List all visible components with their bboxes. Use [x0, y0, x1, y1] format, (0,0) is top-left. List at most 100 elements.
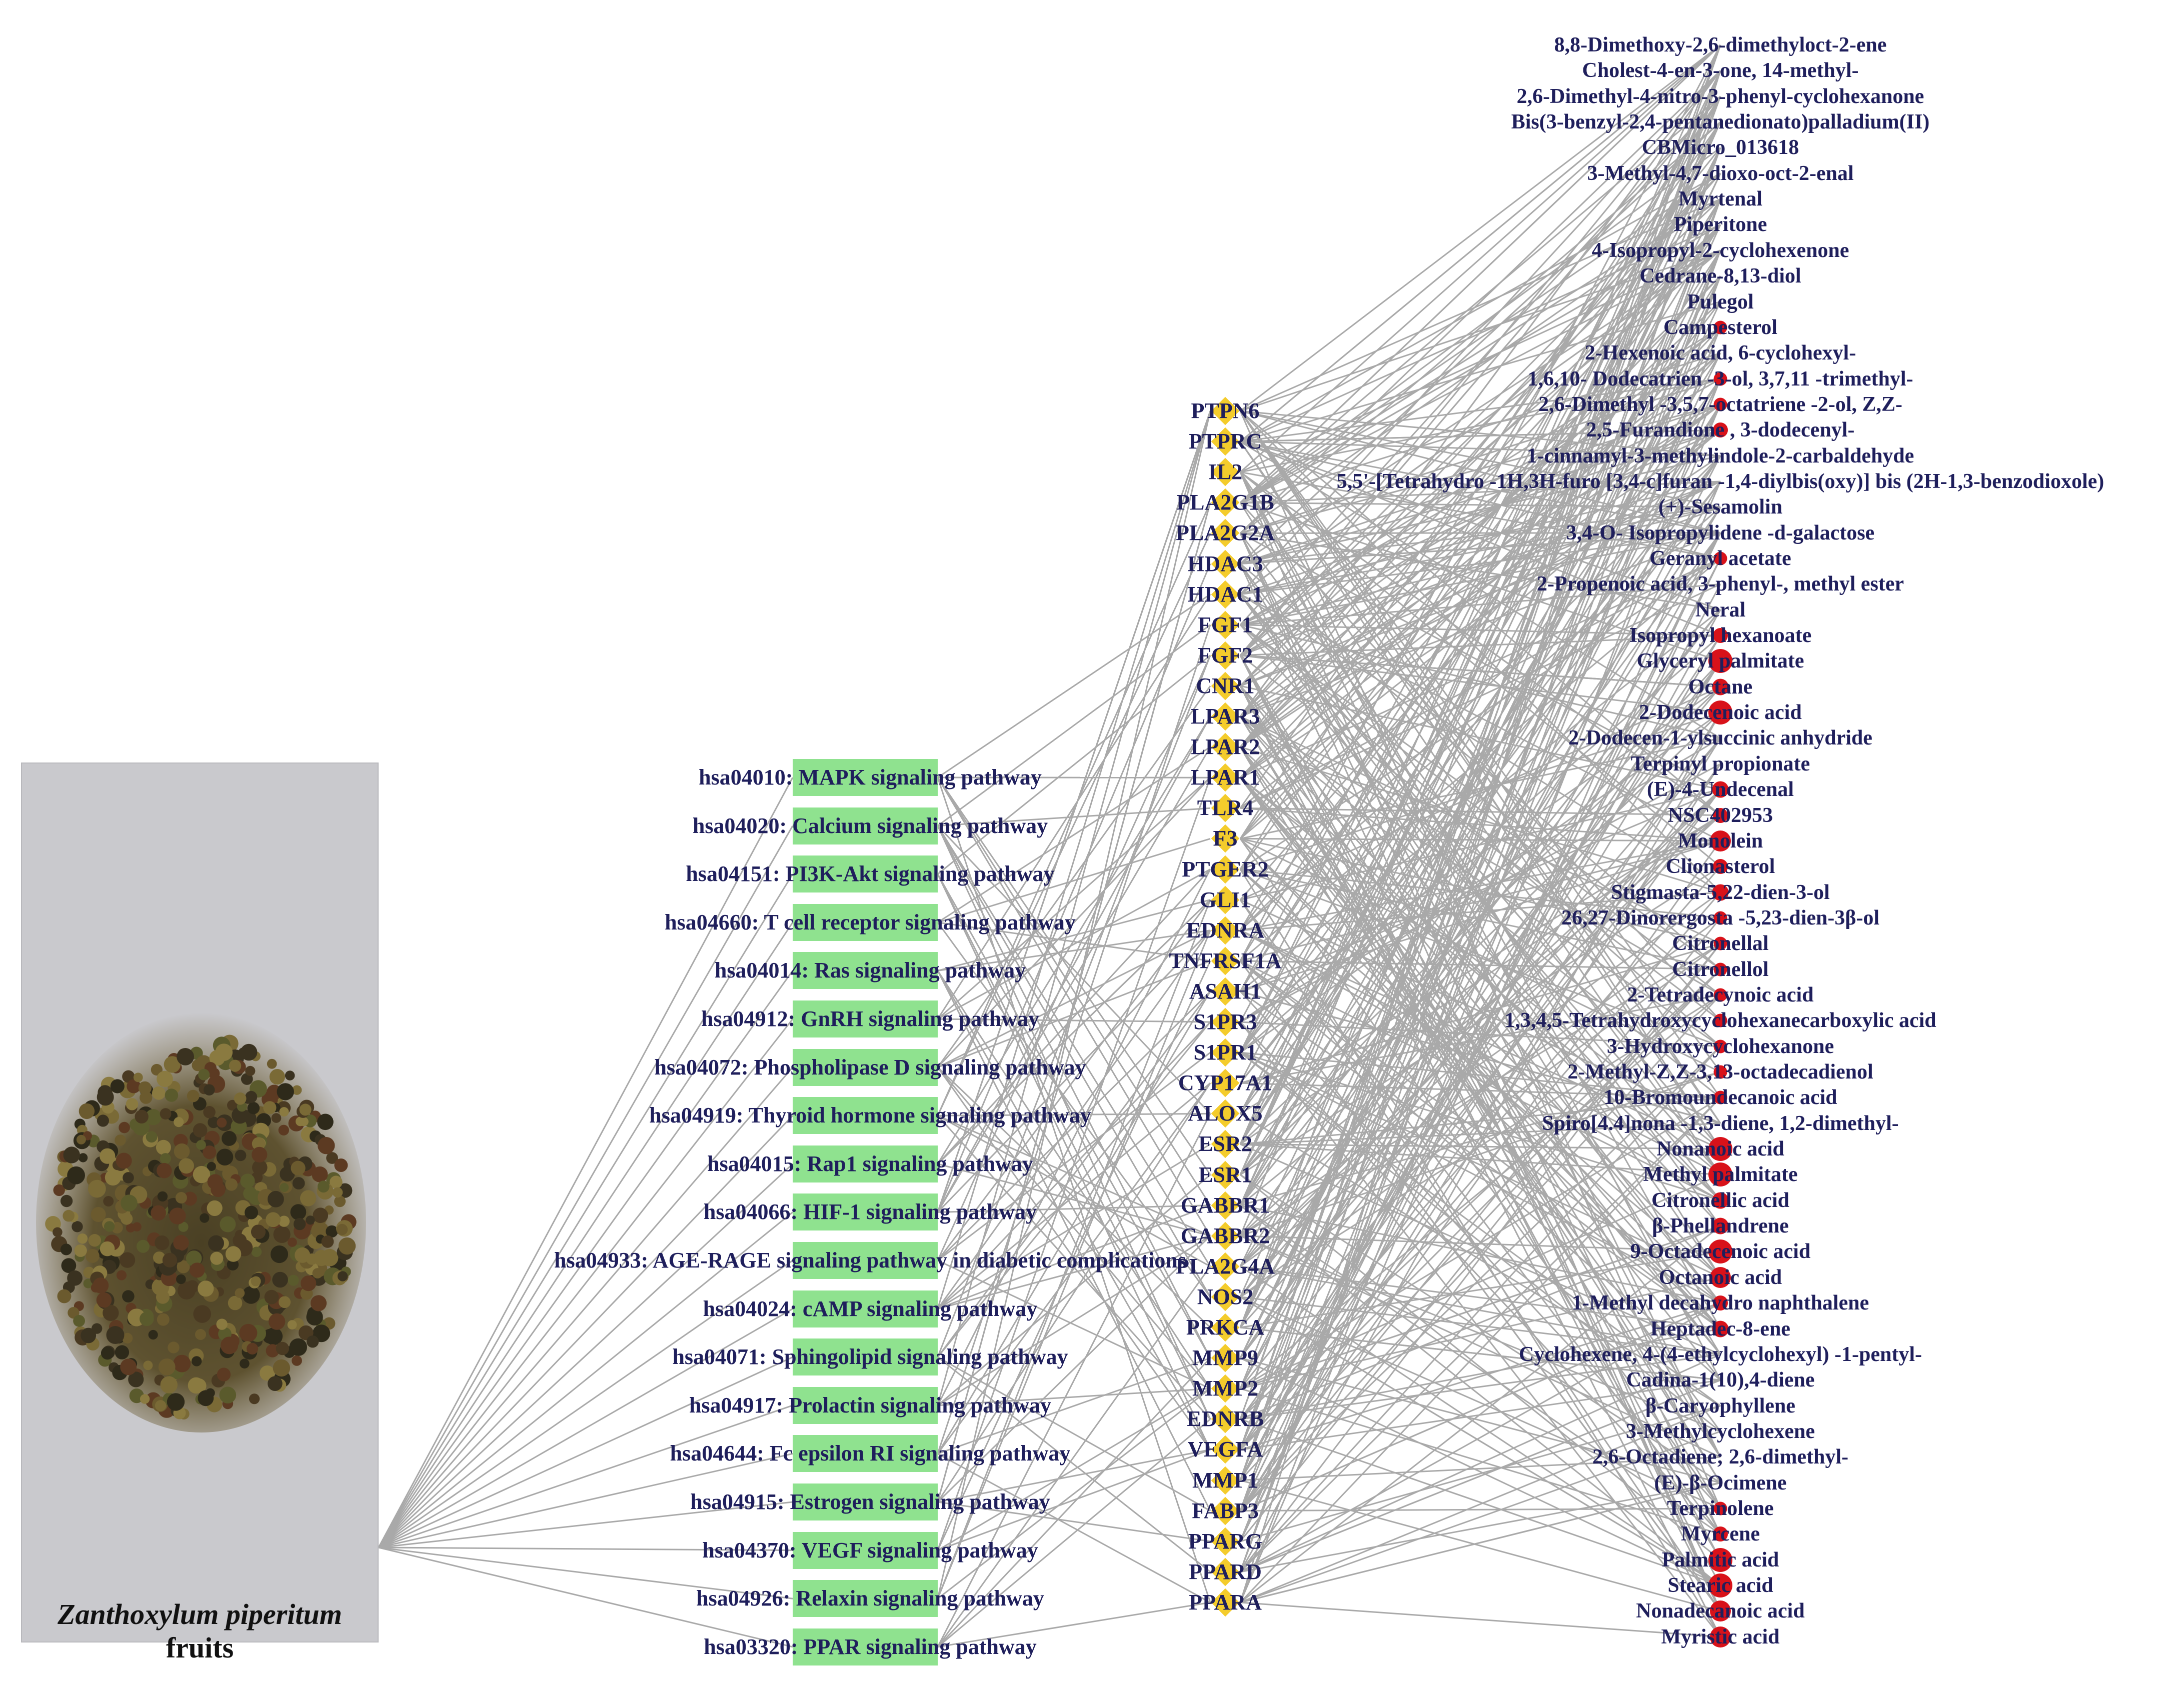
network-edge [937, 970, 1211, 1390]
compound-label: Bis(3-benzyl-2,4-pentanedionato)palladiu… [1511, 110, 1930, 134]
network-edge [937, 1114, 1211, 1268]
compound-label: 3,4-O- Isopropylidene -d-galactose [1566, 521, 1875, 544]
network-edge [1239, 868, 1721, 1330]
compound-label: (E)-4-Undecenal [1647, 778, 1794, 802]
compound-label: 2,5-Furandione , 3-dodecenyl- [1586, 418, 1855, 442]
fruit-berry [119, 1252, 136, 1268]
network-edge [937, 532, 1211, 1116]
compound-node [1713, 1065, 1727, 1079]
compound-label: Nonadecanoic acid [1636, 1600, 1805, 1623]
network-edge [937, 1266, 1211, 1648]
target-label: PTPN6 [1191, 398, 1260, 423]
network-edge [378, 1066, 794, 1548]
fruit-berry [192, 1356, 202, 1366]
fruit-berry [288, 1274, 299, 1286]
network-edge [1239, 968, 1721, 1481]
network-edge [937, 1418, 1211, 1648]
compound-node [1708, 649, 1732, 674]
pathway-label: hsa04066: HIF-1 signaling pathway [703, 1200, 1037, 1224]
network-edge [937, 1052, 1211, 1262]
network-edge [937, 1448, 1211, 1552]
network-edge [937, 1388, 1211, 1600]
fruit-berry [155, 1400, 167, 1412]
network-edge [1239, 301, 1721, 748]
compound-label: NSC402953 [1667, 804, 1773, 827]
network-edge [937, 1357, 1211, 1454]
fruit-berry [132, 1222, 142, 1232]
network-edge [937, 1501, 1211, 1542]
compound-label: Myrcene [1681, 1522, 1760, 1546]
compound-node [1713, 422, 1728, 438]
pathway-label: hsa04917: Prolactin signaling pathway [689, 1392, 1052, 1418]
fruit-berry [140, 1394, 150, 1404]
fruit-berry [60, 1194, 73, 1208]
fruit-berry [217, 1368, 231, 1382]
compound-label: 2,6-Octadiene; 2,6-dimethyl- [1592, 1446, 1849, 1469]
fruit-berry [116, 1270, 127, 1280]
fruit-berry [123, 1172, 134, 1184]
fruit-berry [288, 1238, 297, 1247]
network-edge [1240, 1354, 1721, 1573]
network-edge [1239, 481, 1721, 1328]
fruit-berry [140, 1091, 153, 1104]
network-edge [1240, 404, 1721, 718]
fruit-berry [97, 1088, 114, 1106]
target-label: PRKCA [1186, 1315, 1265, 1340]
fruit-berry [160, 1376, 178, 1394]
network-edge [937, 874, 1211, 1358]
network-edge [1240, 440, 1721, 457]
network-edge [937, 777, 1211, 1551]
compound-node [1713, 1502, 1727, 1516]
photo-caption: Zanthoxylum piperitum fruits [58, 1598, 342, 1664]
fruit-berry [176, 1274, 186, 1284]
fruit-berry [148, 1330, 158, 1340]
fruit-berry [290, 1204, 307, 1220]
network-edge [1239, 224, 1721, 718]
network-edge [1240, 502, 1721, 508]
network-edge [1239, 558, 1721, 1542]
network-edge [1240, 1302, 1721, 1573]
network-edge [1239, 1046, 1721, 1512]
fruit-berry [86, 1249, 100, 1263]
network-edge [1239, 198, 1721, 1389]
fruit-berry [228, 1296, 243, 1310]
compound-label: (+)-Sesamolin [1658, 496, 1782, 519]
network-edge [1239, 943, 1721, 1572]
fruit-berry [279, 1107, 289, 1117]
compound-node [1712, 1218, 1729, 1234]
fruit-berry [280, 1166, 295, 1182]
network-edge [1239, 410, 1721, 1072]
fruit-berry [127, 1079, 141, 1094]
fruit-berry [169, 1208, 186, 1224]
network-edge [1239, 147, 1721, 1481]
compound-label: 9-Octadecenoic acid [1630, 1240, 1811, 1264]
compound-label: 1-cinnamyl-3-methylindole-2-carbaldehyde [1526, 444, 1914, 468]
fruit-berry [135, 1110, 149, 1124]
compound-node [1713, 320, 1727, 334]
network-edge [937, 624, 1211, 1454]
fruit-berry [128, 1372, 144, 1388]
network-edge [1239, 455, 1721, 1054]
network-edge [1240, 899, 1721, 1124]
network-edge [1239, 96, 1721, 656]
fruit-berry [162, 1252, 177, 1268]
network-edge [937, 1082, 1211, 1454]
target-label: PPARA [1189, 1590, 1262, 1614]
network-edge [937, 930, 1211, 1599]
fruit-berry [164, 1056, 181, 1073]
fruit-berry [88, 1180, 106, 1198]
compound-label: Heptadec-8-ene [1650, 1317, 1790, 1340]
fruit-berry [153, 1252, 166, 1264]
fruit-berry [240, 1358, 250, 1368]
network-edge [1240, 480, 1721, 687]
network-edge [1239, 686, 1721, 1586]
network-edge [1240, 994, 1721, 1390]
target-label: LPAR2 [1190, 734, 1260, 760]
network-edge [1239, 327, 1721, 1512]
network-edge [1239, 763, 1721, 1420]
network-edge [937, 410, 1211, 1310]
fruit-berry [268, 1190, 284, 1208]
fruit-berry [312, 1268, 323, 1278]
fruit-berry [249, 1394, 260, 1404]
network-edge [1240, 788, 1721, 992]
